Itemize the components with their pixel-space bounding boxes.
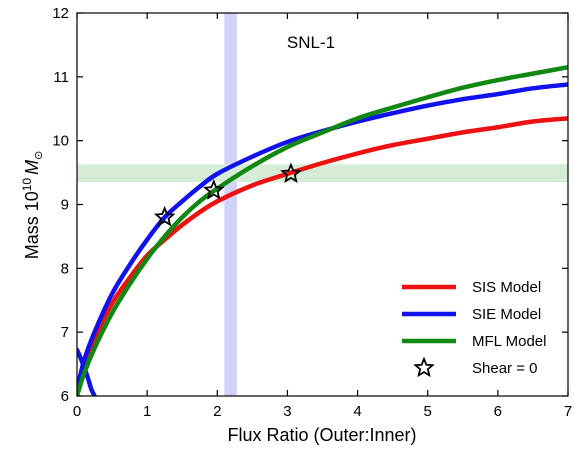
legend-label-sis-model: SIS Model xyxy=(472,279,541,296)
legend-label-mfl-model: MFL Model xyxy=(472,333,546,350)
shear-zero-star-2 xyxy=(202,179,225,200)
legend-label-sie-model: SIE Model xyxy=(472,306,541,323)
legend: SIS Model SIE Model MFL Model Shear = 0 xyxy=(402,279,546,378)
shear-zero-star-1 xyxy=(153,205,176,227)
y-axis-label-prefix: Mass 10 xyxy=(22,191,42,259)
shear-zero-markers xyxy=(153,162,302,227)
y-tick-label: 6 xyxy=(61,388,69,405)
y-axis-label-unit: M xyxy=(22,160,42,175)
x-tick-label: 4 xyxy=(353,403,361,420)
shear-zero-star-3 xyxy=(280,162,302,184)
highlight-bands xyxy=(77,13,568,396)
x-axis-label: Flux Ratio (Outer:Inner) xyxy=(227,425,416,445)
y-tick-label: 12 xyxy=(52,5,69,22)
flux-ratio-band xyxy=(224,13,237,396)
series-line-sis-model xyxy=(77,116,568,396)
x-tick-label: 3 xyxy=(283,403,291,420)
y-axis-label: Mass 1010 M⊙ xyxy=(20,151,45,260)
y-axis-label-subscript: ⊙ xyxy=(33,151,45,160)
series-line-mfl-model xyxy=(77,65,568,396)
y-axis-label-exponent: 10 xyxy=(20,178,34,192)
x-tick-label: 7 xyxy=(564,403,572,420)
x-tick-label: 0 xyxy=(73,403,81,420)
x-tick-label: 1 xyxy=(143,403,151,420)
series-lines xyxy=(77,65,568,396)
y-tick-label: 8 xyxy=(61,260,69,277)
y-tick-label: 7 xyxy=(61,324,69,341)
x-tick-label: 6 xyxy=(494,403,502,420)
y-tick-label: 9 xyxy=(61,197,69,214)
mass-band xyxy=(77,164,568,183)
y-tick-label: 10 xyxy=(52,133,69,150)
x-tick-label: 5 xyxy=(424,403,432,420)
chart-annotation: SNL-1 xyxy=(287,33,335,52)
legend-swatch-shear-0 xyxy=(413,356,435,378)
series-line-sie-model xyxy=(77,82,568,392)
x-tick-label: 2 xyxy=(213,403,221,420)
legend-label-shear-0: Shear = 0 xyxy=(472,360,537,377)
y-tick-label: 11 xyxy=(53,69,69,86)
